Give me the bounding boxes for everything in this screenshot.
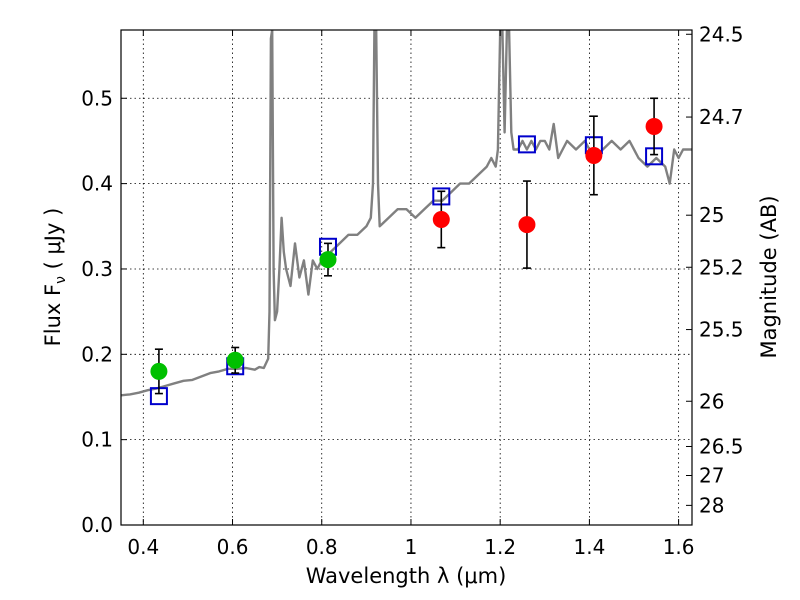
y2-tick-label: 25 <box>699 203 724 227</box>
optical-data-point <box>226 351 244 369</box>
y2-tick-label: 25.2 <box>699 255 744 279</box>
y-tick-label: 0.3 <box>81 257 113 281</box>
y2-axis-label: Magnitude (AB) <box>757 195 781 358</box>
model-spectrum <box>121 30 692 397</box>
x-axis-label: Wavelength λ (μm) <box>306 564 507 588</box>
nir-data-point <box>432 210 450 228</box>
grid <box>121 30 692 526</box>
y-axis-label-sub: ν <box>53 276 69 284</box>
model-photometry-square <box>517 135 536 154</box>
x-tick-label: 0.4 <box>127 535 159 559</box>
nir-data-point <box>585 146 603 164</box>
x-tick-label: 0.8 <box>306 535 338 559</box>
y2-tick-label: 24.5 <box>699 22 744 46</box>
y-tick-label: 0.2 <box>81 342 113 366</box>
optical-data-point <box>150 362 168 380</box>
markers <box>149 97 664 406</box>
plot-frame <box>120 29 693 526</box>
y-tick-label: 0.1 <box>81 428 113 452</box>
y2-tick-label: 27 <box>699 464 724 488</box>
model-spectrum-line <box>121 30 692 397</box>
y2-tick-label: 26 <box>699 389 724 413</box>
y2-tick-label: 25.5 <box>699 318 744 342</box>
nir-data-point <box>518 216 536 234</box>
y2-tick-label: 26.5 <box>699 434 744 458</box>
ticks: 0.4 0.6 0.8 1 1.2 1.4 1.6 0.0 0.1 0.2 0.3 0.4 0.5 24.… <box>81 22 743 559</box>
y-tick-label: 0.5 <box>81 86 113 110</box>
x-tick-label: 1.6 <box>663 535 695 559</box>
x-tick-label: 1.4 <box>573 535 605 559</box>
y-axis-label: Flux Fν ( μJy ) <box>41 208 69 347</box>
optical-data-point <box>319 251 337 269</box>
y-axis-label-unit: ( μJy ) <box>41 208 65 276</box>
x-tick-label: 0.6 <box>217 535 249 559</box>
y-tick-label: 0.4 <box>81 172 113 196</box>
y-tick-label: 0.0 <box>81 513 113 537</box>
y-axis-label-main: Flux F <box>41 284 65 346</box>
x-tick-label: 1.2 <box>484 535 516 559</box>
y2-tick-label: 24.7 <box>699 105 744 129</box>
y2-tick-label: 28 <box>699 493 724 517</box>
x-tick-label: 1 <box>405 535 418 559</box>
nir-data-point <box>645 117 663 135</box>
